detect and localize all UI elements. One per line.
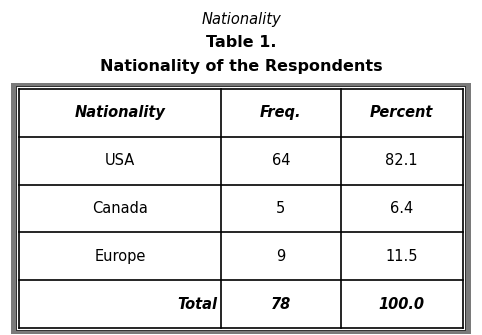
Text: 78: 78 [271, 297, 291, 312]
Text: 100.0: 100.0 [379, 297, 425, 312]
Bar [17, 87, 465, 330]
Text: 6.4: 6.4 [390, 201, 414, 216]
Text: 5: 5 [276, 201, 285, 216]
Text: Europe: Europe [94, 249, 146, 264]
Text: Total: Total [177, 297, 217, 312]
Text: Nationality of the Respondents: Nationality of the Respondents [100, 59, 382, 74]
Text: Nationality: Nationality [201, 12, 281, 27]
Text: 9: 9 [276, 249, 285, 264]
Text: 11.5: 11.5 [386, 249, 418, 264]
Text: USA: USA [105, 153, 135, 168]
Text: 82.1: 82.1 [386, 153, 418, 168]
Bar [16, 86, 466, 331]
Text: Nationality: Nationality [75, 105, 166, 120]
Bar [11, 83, 471, 334]
Text: 64: 64 [272, 153, 290, 168]
Text: Canada: Canada [92, 201, 148, 216]
Text: Table 1.: Table 1. [206, 35, 276, 50]
Text: Percent: Percent [370, 105, 433, 120]
Text: Freq.: Freq. [260, 105, 302, 120]
